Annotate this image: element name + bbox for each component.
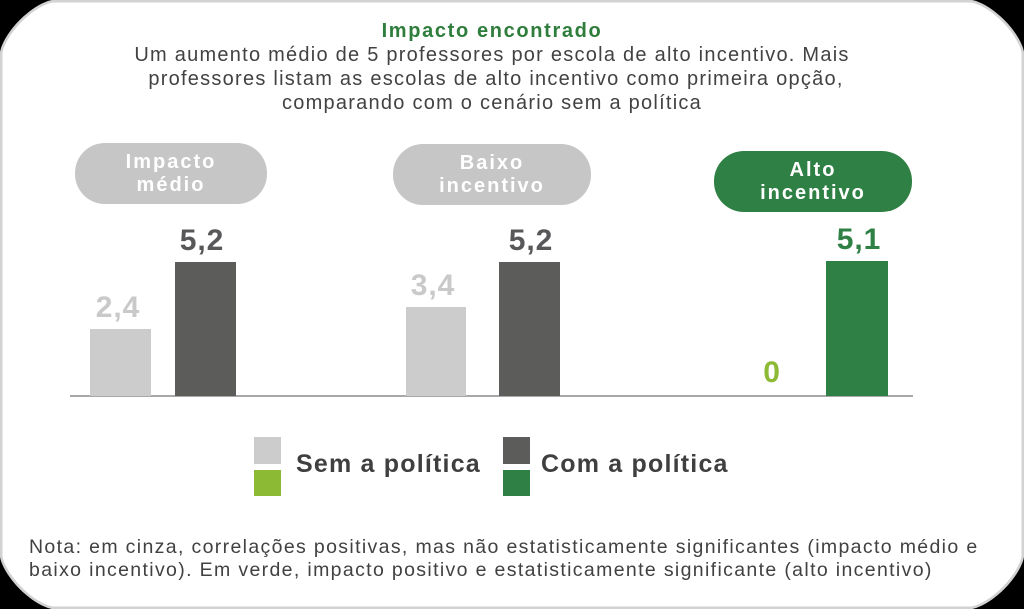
footnote-line-2: baixo incentivo). Em verde, impacto posi… <box>29 559 933 581</box>
bar-com-politica-baixo-incentivo <box>499 262 560 396</box>
value-label-com-impacto-medio: 5,2 <box>179 224 225 257</box>
footnote: Nota: em cinza, correlações positivas, m… <box>29 536 1009 582</box>
bar-sem-politica-impacto-medio <box>90 329 151 396</box>
value-label-sem-baixo-incentivo: 3,4 <box>410 269 456 302</box>
value-label-sem-impacto-medio: 2,4 <box>95 291 141 324</box>
legend-swatch-sem-gray <box>254 437 281 464</box>
category-pill-baixo-incentivo: Baixo incentivo <box>393 144 591 205</box>
bar-com-politica-impacto-medio <box>175 262 236 396</box>
x-axis-line <box>70 394 913 398</box>
legend-swatch-com-green <box>503 469 530 496</box>
bar-sem-politica-baixo-incentivo <box>406 307 466 396</box>
subtitle-line-2: professores listam as escolas de alto in… <box>148 67 844 90</box>
value-label-com-alto-incentivo: 5,1 <box>836 223 882 256</box>
category-pill-alto-incentivo: Alto incentivo <box>714 151 912 212</box>
legend-label-com-politica: Com a política <box>541 450 729 478</box>
subtitle-line-3: comparando com o cenário sem a política <box>281 91 703 114</box>
bar-com-politica-alto-incentivo <box>826 261 888 396</box>
category-pill-impacto-medio: Impacto médio <box>75 143 267 204</box>
chart-subtitle: Um aumento médio de 5 professores por es… <box>0 44 984 115</box>
legend-swatch-sem-lime <box>254 469 281 496</box>
value-label-sem-alto-incentivo: 0 <box>763 356 781 389</box>
legend-swatch-com-darkgray <box>503 437 530 464</box>
legend-label-sem-politica: Sem a política <box>296 450 481 478</box>
subtitle-line-1: Um aumento médio de 5 professores por es… <box>134 44 850 66</box>
footnote-line-1: Nota: em cinza, correlações positivas, m… <box>29 536 979 558</box>
value-label-com-baixo-incentivo: 5,2 <box>508 224 554 257</box>
chart-title: Impacto encontrado <box>381 20 603 42</box>
